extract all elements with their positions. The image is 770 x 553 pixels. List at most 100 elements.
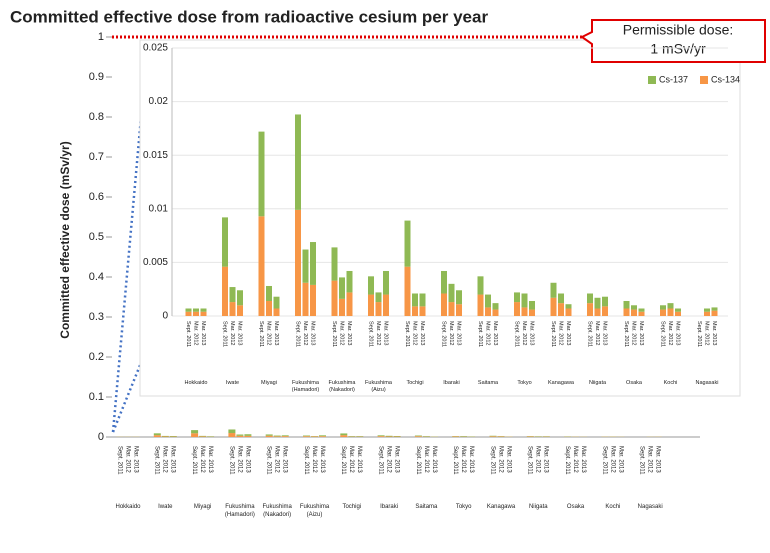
x-tick-label: Sept. 2011 <box>489 446 495 475</box>
group-label: Tokyo <box>455 504 472 510</box>
x-tick-label: Mar. 2012 <box>521 321 527 345</box>
bar-segment <box>587 303 593 316</box>
bar-segment <box>565 304 572 309</box>
group-label: Kanagawa <box>486 504 516 510</box>
x-tick-label: Mar. 2013 <box>237 321 243 345</box>
bar-segment <box>302 282 309 316</box>
bar-segment <box>258 216 265 316</box>
x-tick-label: Sept. 2011 <box>550 321 556 347</box>
bar-segment <box>485 307 491 316</box>
legend-label: Cs-134 <box>711 74 740 84</box>
bar-segment <box>339 277 345 299</box>
x-tick-label: Mar. 2013 <box>638 321 644 345</box>
x-tick-label: Mar. 2013 <box>319 446 325 473</box>
x-tick-label: Sept. 2011 <box>368 321 374 347</box>
x-tick-label: Mar. 2013 <box>273 321 279 345</box>
x-tick-label: Mar. 2012 <box>375 321 381 345</box>
bar-segment <box>303 436 310 437</box>
bar-segment <box>222 217 228 267</box>
group-label: Kochi <box>605 504 621 510</box>
bar-segment <box>161 435 169 437</box>
bar-segment <box>244 435 252 437</box>
bar-segment <box>404 266 411 316</box>
x-tick-label: Mar. 2012 <box>124 446 130 473</box>
x-tick-label: Mar. 2012 <box>704 321 710 345</box>
bar-segment <box>385 435 393 437</box>
y-tick-label: 0.3 <box>89 311 104 323</box>
y-tick-label: 0.1 <box>89 391 104 403</box>
bar-segment <box>404 220 411 267</box>
bar-segment <box>414 436 422 437</box>
bar-segment <box>228 429 236 434</box>
bar-segment <box>375 302 382 316</box>
x-tick-label: Mar. 2013 <box>675 321 681 345</box>
bar-segment <box>631 309 637 316</box>
bar-segment <box>346 292 353 316</box>
x-tick-label: Mar. 2012 <box>667 321 673 345</box>
x-tick-label: Mar. 2013 <box>602 321 608 345</box>
bar-segment <box>514 302 520 316</box>
bar-segment <box>273 296 280 309</box>
x-tick-label: Mar. 2012 <box>266 321 272 345</box>
bar-segment <box>265 435 273 437</box>
x-tick-label: Sept. 2011 <box>564 446 570 475</box>
bar-segment <box>311 436 318 437</box>
group-label: Fukushima (Nakadori) <box>328 380 356 394</box>
bar-segment <box>419 293 426 307</box>
group-label: Hokkaido <box>115 504 141 510</box>
x-tick-label: Mar. 2013 <box>200 321 206 345</box>
bar-segment <box>266 300 272 316</box>
bar-segment <box>281 435 289 437</box>
bar-segment <box>375 292 382 303</box>
x-tick-label: Sept. 2011 <box>514 321 520 347</box>
x-tick-label: Mar. 2012 <box>199 446 205 473</box>
bar-segment <box>273 435 281 437</box>
group-label: Tochigi <box>406 380 424 386</box>
bar-segment <box>558 293 564 304</box>
bar-segment <box>385 436 393 437</box>
x-tick-label: Sept. 2011 <box>331 321 337 347</box>
x-tick-label: Sept. 2011 <box>228 446 234 475</box>
group-label: Fukushima (Aizu) <box>299 504 330 518</box>
y-tick-label: 1 <box>98 31 104 43</box>
bar-segment <box>339 298 345 316</box>
bar-segment <box>302 249 309 283</box>
bar-segment <box>266 285 272 301</box>
annotation: Permissible dose: <box>623 22 734 38</box>
x-tick-label: Sept. 2011 <box>222 321 228 347</box>
bar-segment <box>368 276 374 295</box>
x-tick-label: Mar. 2013 <box>419 321 425 345</box>
bar-segment <box>667 308 674 316</box>
x-tick-label: Mar. 2012 <box>236 446 242 473</box>
x-tick-label: Mar. 2013 <box>346 321 352 345</box>
bar-segment <box>377 436 385 437</box>
x-tick-label: Mar. 2013 <box>170 446 176 473</box>
x-tick-label: Mar. 2012 <box>229 321 235 345</box>
bar-segment <box>565 308 572 316</box>
x-tick-label: Sept. 2011 <box>415 446 421 475</box>
bar-segment <box>161 436 169 437</box>
bar-segment <box>412 306 418 316</box>
x-tick-label: Sept. 2011 <box>303 446 309 475</box>
bar-segment <box>704 308 710 312</box>
group-label: Nagasaki <box>695 380 719 386</box>
bar-segment <box>331 280 338 316</box>
bar-segment <box>460 436 468 437</box>
bar-segment <box>185 311 192 316</box>
x-tick-label: Mar. 2012 <box>609 446 615 473</box>
x-tick-label: Mar. 2012 <box>485 321 491 345</box>
bar-segment <box>602 306 608 316</box>
group-label: Tokyo <box>517 380 532 386</box>
bar-segment <box>193 308 199 312</box>
bar-segment <box>711 310 718 316</box>
group-label: Miyagi <box>261 380 277 386</box>
bar-segment <box>193 311 199 316</box>
x-tick-label: Mar. 2013 <box>655 446 661 473</box>
x-tick-label: Mar. 2012 <box>348 446 354 473</box>
bar-segment <box>558 303 564 316</box>
group-label: Fukushima (Aizu) <box>365 380 392 394</box>
bar-segment <box>441 293 447 316</box>
bar-segment <box>477 276 484 295</box>
group-label: Fukushima (Hamadori) <box>224 504 255 518</box>
